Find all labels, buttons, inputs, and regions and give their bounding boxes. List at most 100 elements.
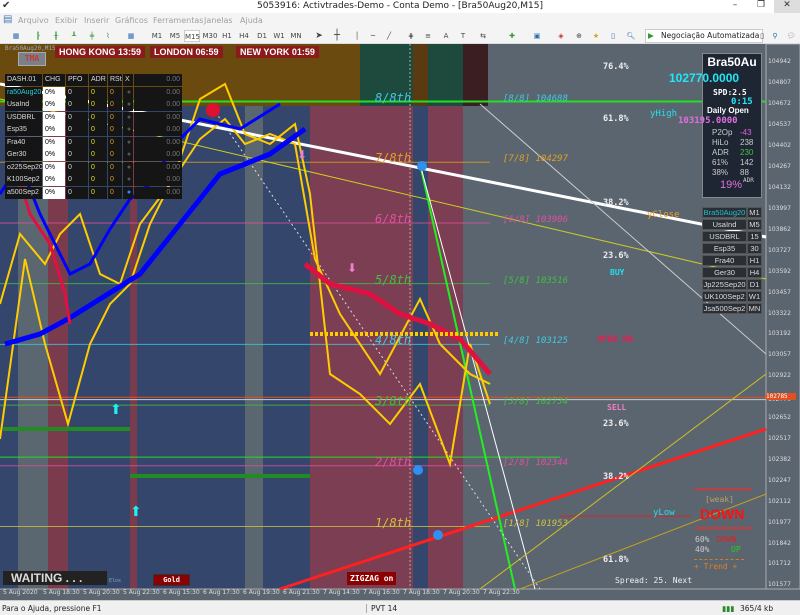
- new-chart-icon[interactable]: ✚: [509, 32, 515, 40]
- dashboard-value: 0.00: [134, 99, 182, 111]
- menu-inserir[interactable]: Inserir: [84, 16, 110, 25]
- time-tick: 7 Aug 20:30: [443, 589, 480, 596]
- trendline-icon[interactable]: ╱: [386, 32, 392, 40]
- price-chart[interactable]: ⬆ ⬆ ⬇ ⬇ Bra50Aug20,M15 TMA HONG KONG 13:59 …: [0, 44, 800, 600]
- timeframe-button[interactable]: W1: [747, 291, 762, 302]
- chat-icon[interactable]: 💬︎: [786, 32, 796, 40]
- search-icon[interactable]: ⚲: [772, 32, 778, 40]
- zoom-in-icon[interactable]: ╪: [89, 32, 95, 40]
- symbol-button[interactable]: USDBRL: [702, 231, 747, 242]
- symbol-switch-row[interactable]: USDBRL 15: [702, 231, 762, 242]
- strategy-tester-icon[interactable]: 🔍︎: [626, 32, 636, 40]
- templates-icon[interactable]: ▣: [533, 32, 541, 40]
- tf-m30[interactable]: M30: [202, 32, 218, 40]
- timeframe-button[interactable]: M5: [747, 219, 762, 230]
- text-label-icon[interactable]: T: [460, 32, 466, 40]
- dashboard-row[interactable]: USDBRL 0% 0 0 0 ● 0.00: [5, 111, 185, 124]
- horizontal-line-icon[interactable]: ─: [370, 32, 376, 40]
- symbol-button[interactable]: Jsa500Sep2: [702, 303, 747, 314]
- dashboard-row[interactable]: K100Sep2 0% 0 0 0 ● 0.00: [5, 174, 185, 186]
- down-label: DOWN: [717, 535, 737, 544]
- timeframe-button[interactable]: H1: [747, 255, 762, 266]
- minimize-button[interactable]: –: [732, 0, 738, 10]
- terminal-icon[interactable]: ▯: [611, 32, 615, 40]
- arrows-icon[interactable]: ⇆: [480, 32, 486, 40]
- menu-ferramentas[interactable]: Ferramentas: [153, 16, 204, 25]
- symbol-button[interactable]: Jp225Sep20: [702, 279, 747, 290]
- menu-graficos[interactable]: Gráficos: [115, 16, 148, 25]
- price-tick: 101577: [768, 580, 791, 588]
- menu-arquivo[interactable]: Arquivo: [18, 16, 49, 25]
- symbol-button[interactable]: Ger30: [702, 267, 747, 278]
- tf-d1[interactable]: D1: [257, 32, 267, 40]
- crosshair-icon[interactable]: ┼: [333, 30, 341, 41]
- dashboard-row[interactable]: a500Sep2 0% 0 0 0 ● 0.00: [5, 186, 185, 199]
- session-band: [428, 44, 463, 589]
- timeframe-button[interactable]: 30: [747, 243, 762, 254]
- tf-m1[interactable]: M1: [151, 32, 163, 40]
- symbol-switch-row[interactable]: UK100Sep2 W1: [702, 291, 762, 302]
- symbol-switch-row[interactable]: Jsa500Sep2 MN: [702, 303, 762, 314]
- menu-exibir[interactable]: Exibir: [55, 16, 78, 25]
- tf-m15[interactable]: M15: [184, 30, 200, 42]
- options-icon[interactable]: ▯: [760, 32, 764, 40]
- symbol-button[interactable]: Fra40: [702, 255, 747, 266]
- dashboard-row[interactable]: o225Sep20 0% 0 0 0 ● 0.00: [5, 161, 185, 174]
- timeframe-button[interactable]: H4: [747, 267, 762, 278]
- dashboard-row[interactable]: Esp35 0% 0 0 0 ● 0.00: [5, 124, 185, 136]
- symbol-button[interactable]: Esp35: [702, 243, 747, 254]
- tf-m5[interactable]: M5: [169, 32, 181, 40]
- vertical-line-icon[interactable]: │: [354, 32, 360, 40]
- dashboard-close-button[interactable]: X: [123, 74, 133, 86]
- timeframe-button[interactable]: M1: [747, 207, 762, 218]
- tf-mn[interactable]: MN: [290, 32, 302, 40]
- symbol-switch-row[interactable]: Fra40 H1: [702, 255, 762, 266]
- dashboard-row[interactable]: UsaInd 0% 0 0 0 ● 0.00: [5, 99, 185, 111]
- gold-button[interactable]: Gold: [153, 574, 190, 586]
- symbol-switch-row[interactable]: Jp225Sep20 D1: [702, 279, 762, 290]
- tf-w1[interactable]: W1: [273, 32, 285, 40]
- bar-chart-icon[interactable]: ╟: [35, 32, 41, 40]
- dashboard-value: 0.00: [134, 136, 182, 149]
- tma-button[interactable]: TMA: [18, 52, 46, 66]
- timeframe-button[interactable]: D1: [747, 279, 762, 290]
- symbol-switch-row[interactable]: UsaInd M5: [702, 219, 762, 230]
- candle-chart-icon[interactable]: ╫: [53, 32, 59, 40]
- text-icon[interactable]: A: [443, 32, 449, 40]
- menu-janelas[interactable]: Janelas: [204, 16, 233, 25]
- navigator-icon[interactable]: ◈: [558, 32, 564, 40]
- tf-h1[interactable]: H1: [222, 32, 232, 40]
- sell-arrow-icon: ⬇: [297, 148, 307, 162]
- dashboard-rstr: 0: [108, 124, 122, 136]
- close-button[interactable]: ✕: [774, 0, 800, 13]
- tf-h4[interactable]: H4: [239, 32, 249, 40]
- menu-chart-icon[interactable]: ▤: [3, 14, 13, 25]
- info-stat-value: 230: [740, 148, 754, 157]
- crosshair-target-icon[interactable]: ⊕: [576, 32, 582, 40]
- zoom-out-icon[interactable]: ⌇: [106, 32, 110, 40]
- channel-icon[interactable]: ≡: [425, 32, 431, 40]
- timeframe-button[interactable]: 15: [747, 231, 762, 242]
- chart-type-icon[interactable]: ▦: [12, 32, 20, 40]
- favorites-icon[interactable]: ★: [592, 32, 600, 40]
- auto-trading-button[interactable]: ▶ Negociação Automatizada: [645, 29, 764, 43]
- maximize-button[interactable]: ❐: [756, 0, 766, 10]
- fibonacci-icon[interactable]: ⋕: [408, 32, 414, 40]
- dashboard-row[interactable]: Fra40 0% 0 0 0 ● 0.00: [5, 136, 185, 149]
- line-chart-icon[interactable]: ╨: [71, 32, 77, 40]
- symbol-button[interactable]: UK100Sep2: [702, 291, 747, 302]
- symbol-button[interactable]: UsaInd: [702, 219, 747, 230]
- symbol-switch-row[interactable]: Esp35 30: [702, 243, 762, 254]
- cursor-icon[interactable]: ➤: [315, 31, 323, 41]
- symbol-button[interactable]: Bra50Aug20: [702, 207, 747, 218]
- murrey-level-label: 1/8th: [375, 515, 412, 530]
- pivot-marker: [433, 530, 443, 540]
- dashboard-row[interactable]: Ger30 0% 0 0 0 ● 0.00: [5, 149, 185, 161]
- tile-windows-icon[interactable]: ▦: [127, 32, 135, 40]
- symbol-switch-row[interactable]: Ger30 H4: [702, 267, 762, 278]
- timeframe-button[interactable]: MN: [747, 303, 762, 314]
- menu-ajuda[interactable]: Ajuda: [240, 16, 263, 25]
- dashboard-row[interactable]: ra50Aug20 0% 0 0 0 ● 0.00: [5, 86, 185, 99]
- zigzag-button[interactable]: ZIGZAG on: [347, 572, 397, 585]
- symbol-switch-row[interactable]: Bra50Aug20 M1: [702, 207, 762, 218]
